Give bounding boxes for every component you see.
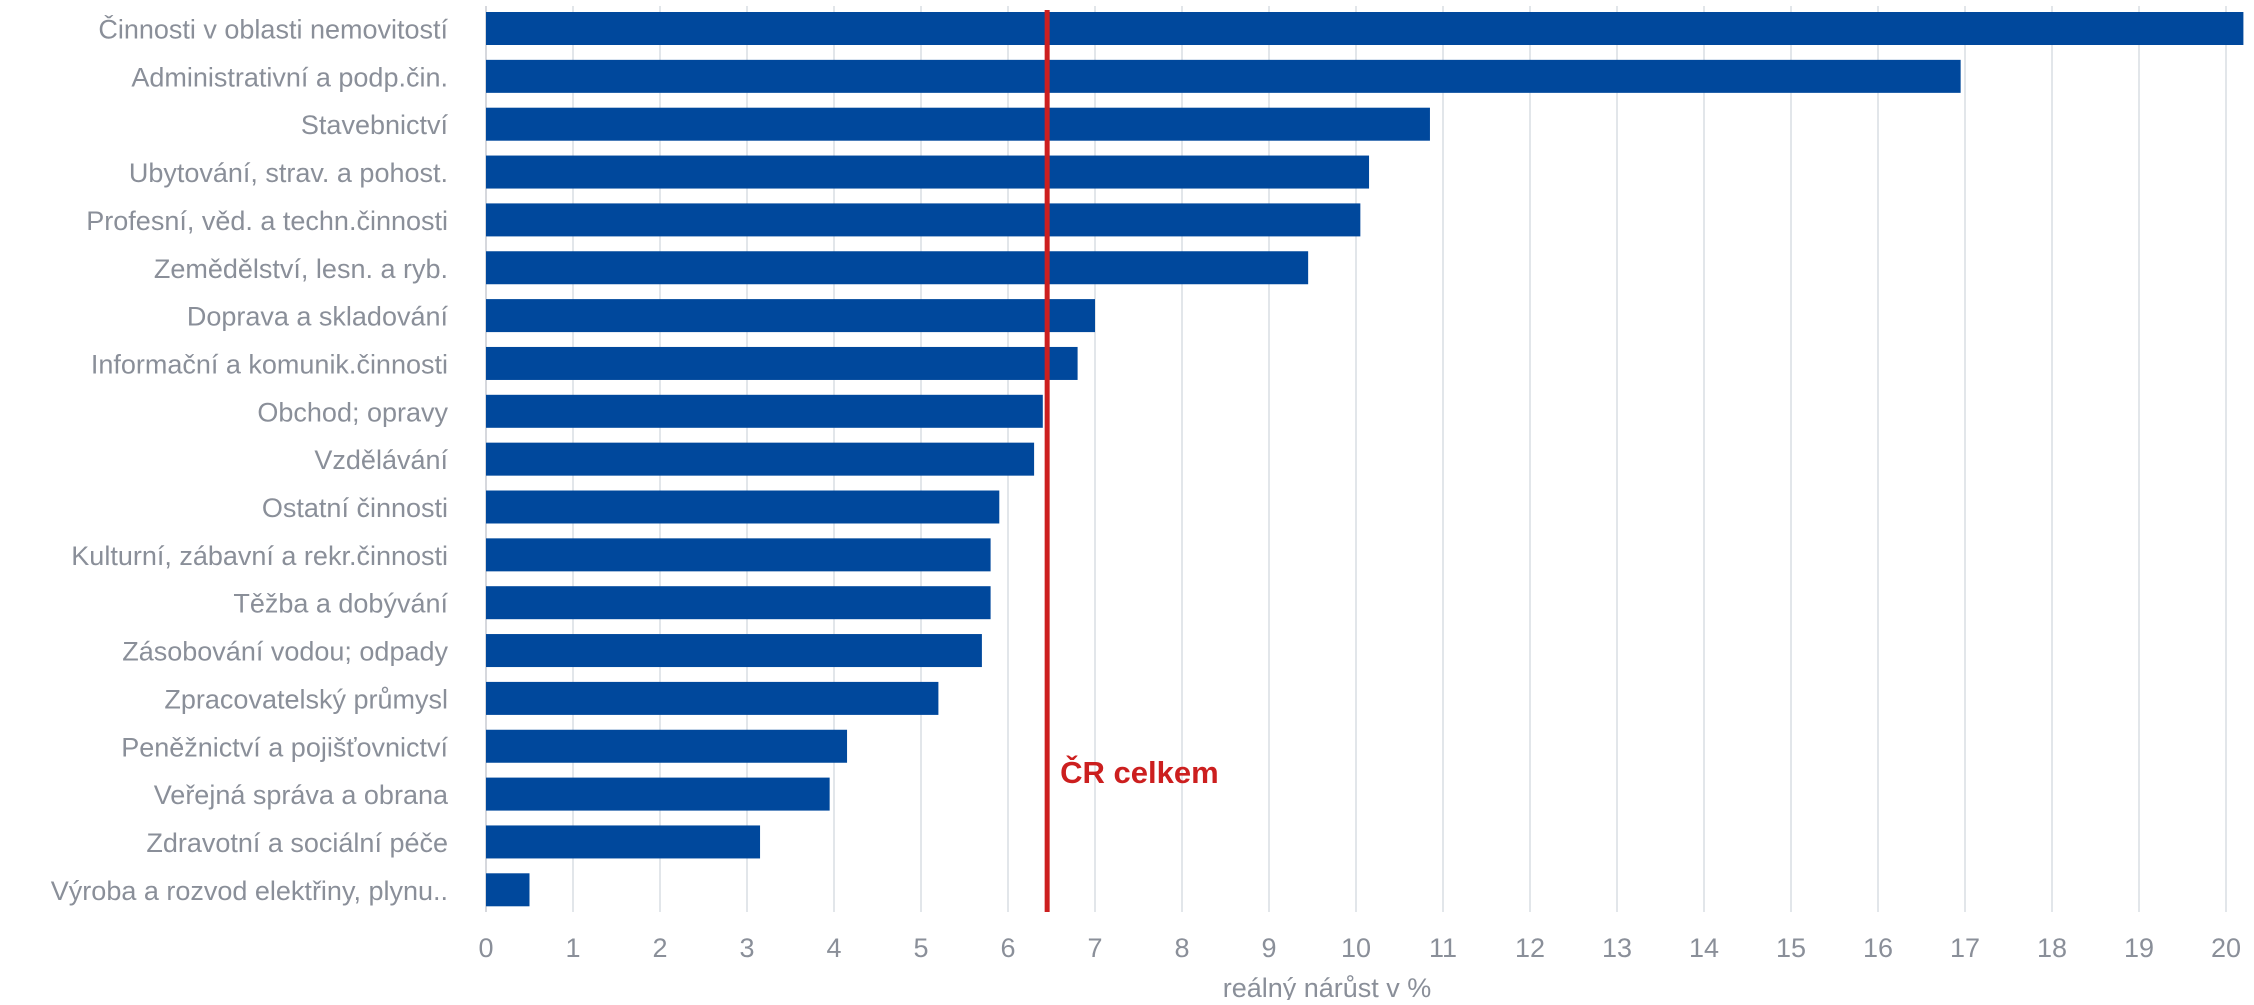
x-tick-label: 7: [1087, 933, 1102, 963]
category-label: Zpracovatelský průmysl: [164, 684, 448, 714]
x-tick-label: 1: [565, 933, 580, 963]
x-tick-label: 15: [1776, 933, 1806, 963]
x-tick-label: 5: [913, 933, 928, 963]
bar: [486, 681, 939, 715]
x-tick-labels: 0 1 2 3 4 5 6 7 8 9 10 11 12 13 14 15 16 17 18 19 20: [478, 933, 2241, 963]
reference-layer: ČR celkem: [1044, 10, 1219, 912]
bar: [486, 586, 991, 620]
x-axis-title: reálný nárůst v %: [1223, 973, 1432, 1000]
category-label: Peněžnictví a pojišťovnictví: [121, 732, 448, 762]
x-tick-label: 8: [1174, 933, 1189, 963]
bar: [486, 490, 1000, 524]
bar: [486, 729, 848, 763]
x-tick-label: 12: [1515, 933, 1545, 963]
category-label: Doprava a skladování: [187, 302, 449, 332]
category-label: Těžba a dobývání: [233, 589, 448, 619]
x-tick-label: 10: [1341, 933, 1371, 963]
category-label: Veřejná správa a obrana: [154, 780, 449, 810]
x-tick-label: 2: [652, 933, 667, 963]
x-tick-label: 20: [2211, 933, 2241, 963]
category-label: Administrativní a podp.čin.: [131, 62, 448, 92]
x-tick-label: 14: [1689, 933, 1719, 963]
bar: [486, 12, 2244, 45]
bar: [486, 634, 982, 668]
category-label: Informační a komunik.činnosti: [91, 349, 448, 379]
bar: [486, 299, 1095, 333]
bar: [486, 251, 1309, 285]
category-label: Zásobování vodou; odpady: [122, 637, 448, 667]
category-label: Stavebnictví: [301, 110, 449, 140]
category-label: Činnosti v oblasti nemovitostí: [98, 14, 448, 45]
x-tick-label: 0: [478, 933, 493, 963]
category-labels: Činnosti v oblasti nemovitostí Administra…: [51, 14, 449, 906]
x-tick-label: 17: [1950, 933, 1980, 963]
bar: [486, 873, 530, 907]
x-tick-label: 19: [2124, 933, 2154, 963]
category-label: Zemědělství, lesn. a ryb.: [154, 254, 448, 284]
x-tick-label: 4: [826, 933, 841, 963]
reference-line-label: ČR celkem: [1060, 754, 1219, 790]
category-label: Ostatní činnosti: [262, 493, 448, 523]
category-label: Profesní, věd. a techn.činnosti: [86, 206, 448, 236]
bar: [486, 394, 1043, 428]
category-label: Kulturní, zábavní a rekr.činnosti: [71, 541, 448, 571]
x-tick-label: 6: [1000, 933, 1015, 963]
x-tick-label: 13: [1602, 933, 1632, 963]
x-tick-label: 16: [1863, 933, 1893, 963]
category-label: Zdravotní a sociální péče: [146, 828, 448, 858]
bar: [486, 777, 830, 811]
bar: [486, 825, 761, 859]
category-label: Vzdělávání: [314, 445, 448, 475]
bar: [486, 59, 1961, 93]
category-label: Obchod; opravy: [257, 397, 448, 427]
bar: [486, 442, 1035, 476]
bar: [486, 107, 1430, 141]
bar: [486, 538, 991, 572]
category-label: Ubytování, strav. a pohost.: [129, 158, 448, 188]
bar: [486, 155, 1370, 189]
bar-layer: [486, 12, 2244, 907]
x-tick-label: 11: [1429, 933, 1457, 963]
x-tick-label: 18: [2037, 933, 2067, 963]
x-tick-label: 9: [1261, 933, 1276, 963]
category-label: Výroba a rozvod elektřiny, plynu..: [51, 876, 448, 906]
x-tick-label: 3: [739, 933, 754, 963]
bar: [486, 203, 1361, 237]
bar: [486, 346, 1078, 380]
